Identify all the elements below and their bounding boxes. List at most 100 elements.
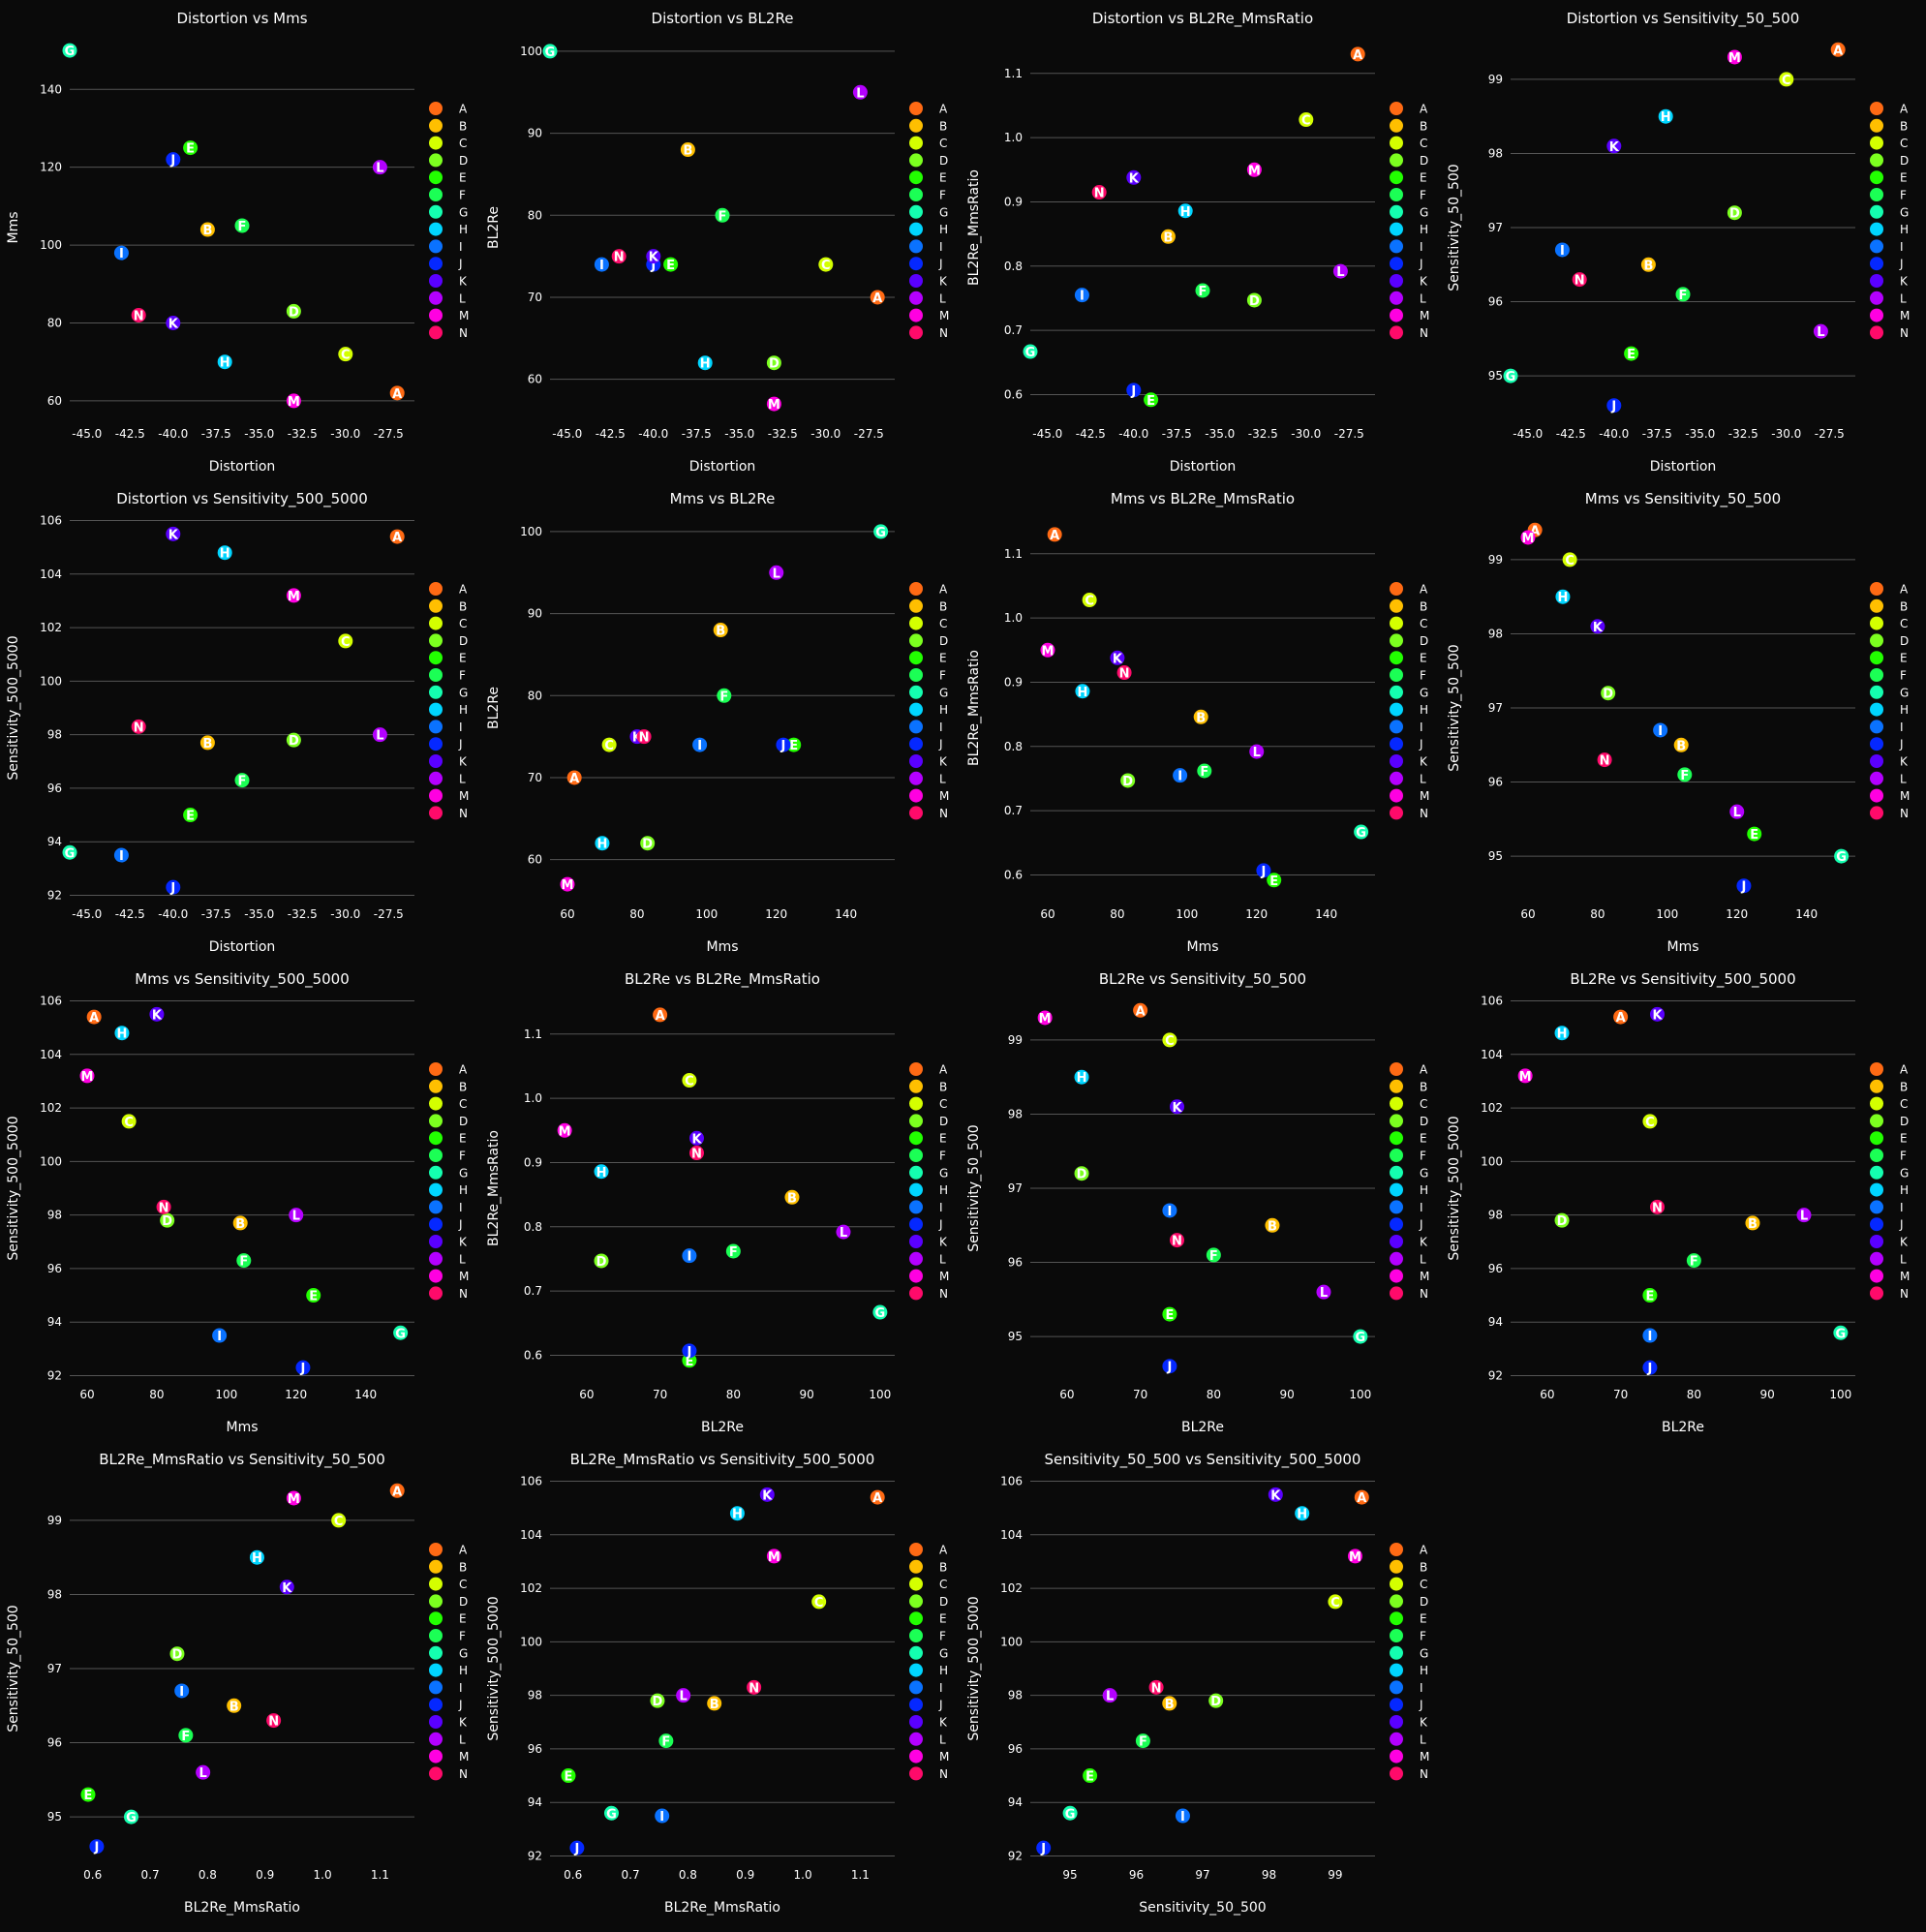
point-marker — [1162, 1032, 1177, 1048]
legend-label: A — [459, 583, 468, 597]
point-marker — [1834, 848, 1850, 864]
y-axis-label: BL2Re_MmsRatio — [966, 650, 982, 766]
legend-label: I — [459, 1681, 463, 1695]
data-point-K: K — [149, 1006, 165, 1023]
legend-label: C — [939, 1578, 947, 1591]
legend-label: E — [939, 1612, 947, 1626]
legend-marker — [1390, 1543, 1403, 1556]
point-marker — [811, 1594, 827, 1610]
data-point-H: H — [217, 354, 232, 371]
point-label: D — [172, 1648, 183, 1663]
point-label: A — [656, 1009, 665, 1024]
legend-label: E — [1900, 171, 1908, 185]
point-marker — [1267, 873, 1282, 888]
point-label: H — [1661, 110, 1671, 125]
legend-marker — [1390, 1766, 1403, 1781]
legend-label: N — [459, 1287, 468, 1301]
point-marker — [279, 1579, 294, 1595]
data-point-F: F — [717, 688, 732, 704]
y-tick-label: 98 — [1488, 627, 1503, 640]
point-marker — [1102, 1688, 1117, 1703]
data-point-M: M — [766, 1549, 781, 1565]
y-tick-label: 100 — [40, 674, 62, 688]
x-tick-label: 90 — [799, 1388, 813, 1401]
x-tick-label: -27.5 — [854, 427, 884, 441]
data-point-G: G — [873, 524, 889, 540]
x-axis-label: Distortion — [209, 939, 276, 955]
point-label: A — [1530, 524, 1540, 538]
y-tick-label: 100 — [520, 525, 542, 538]
data-point-E: E — [1624, 346, 1639, 362]
point-marker — [1590, 619, 1605, 634]
legend-label: B — [459, 599, 467, 613]
data-point-J: J — [569, 1840, 585, 1856]
data-point-J: J — [1736, 878, 1752, 895]
data-point-A: A — [86, 1009, 102, 1026]
point-marker — [1197, 763, 1212, 779]
data-point-M: M — [1040, 642, 1055, 659]
legend-marker — [429, 308, 443, 322]
legend-label: H — [939, 223, 948, 236]
point-label: F — [718, 209, 727, 224]
point-label: B — [683, 144, 692, 159]
point-marker — [286, 303, 301, 319]
data-point-N: N — [131, 719, 146, 735]
legend-marker — [1390, 1611, 1403, 1626]
legend-label: L — [1420, 291, 1426, 305]
legend-marker — [1390, 633, 1403, 648]
legend-label: D — [1420, 1595, 1428, 1609]
legend-label: A — [459, 1544, 468, 1557]
point-marker — [1642, 1288, 1658, 1303]
point-label: N — [159, 1201, 169, 1215]
data-point-F: F — [725, 1243, 741, 1260]
point-label: G — [1356, 1331, 1366, 1345]
y-tick-label: 92 — [528, 1849, 542, 1862]
y-tick-label: 60 — [528, 373, 542, 386]
data-point-B: B — [199, 222, 215, 238]
data-point-K: K — [1110, 650, 1125, 666]
data-point-G: G — [1023, 344, 1038, 360]
x-tick-label: -40.0 — [158, 907, 188, 921]
point-label: M — [288, 395, 300, 410]
point-marker — [769, 565, 784, 580]
legend-label: E — [459, 1132, 467, 1146]
point-marker — [1036, 1840, 1052, 1855]
x-tick-label: 60 — [1059, 1388, 1074, 1401]
point-marker — [169, 1646, 185, 1662]
point-marker — [123, 1809, 138, 1825]
data-point-K: K — [166, 315, 181, 331]
legend-label: K — [939, 275, 948, 289]
legend-label: F — [1900, 669, 1907, 683]
legend-label: M — [1420, 789, 1429, 803]
legend-label: L — [939, 291, 946, 305]
point-label: N — [1600, 754, 1610, 769]
data-point-L: L — [372, 727, 387, 744]
y-tick-label: 94 — [1488, 1315, 1503, 1329]
legend-label: I — [459, 721, 463, 734]
data-point-A: A — [1350, 46, 1365, 63]
legend-label: H — [459, 223, 468, 236]
legend-label: I — [1420, 240, 1423, 254]
point-marker — [1162, 1306, 1177, 1322]
point-label: B — [1165, 1698, 1175, 1712]
x-axis-label: Sensitivity_50_500 — [1139, 1900, 1266, 1916]
data-point-A: A — [1047, 527, 1062, 543]
point-label: H — [220, 547, 230, 562]
legend-label: G — [459, 205, 468, 219]
x-axis-label: BL2Re_MmsRatio — [664, 1900, 780, 1916]
legend-label: G — [1900, 205, 1909, 219]
legend-marker — [429, 720, 443, 734]
legend-label: C — [1900, 137, 1908, 150]
legend-marker — [909, 308, 923, 322]
data-point-D: D — [1074, 1166, 1089, 1182]
data-point-E: E — [1267, 873, 1282, 889]
x-tick-label: 100 — [1656, 907, 1678, 921]
point-label: K — [1593, 621, 1604, 635]
legend-label: A — [1420, 1063, 1428, 1077]
legend-marker — [429, 1577, 443, 1591]
legend-marker — [1390, 325, 1403, 340]
legend-marker — [429, 102, 443, 115]
